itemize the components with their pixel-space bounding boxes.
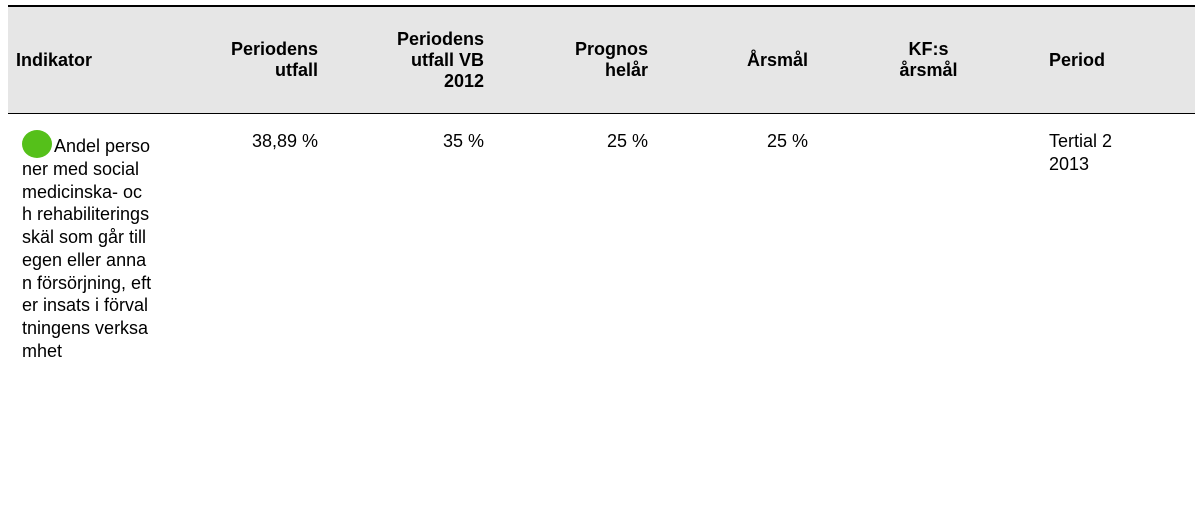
cell: 38,89 % (160, 114, 326, 363)
cell: 25 % (656, 114, 816, 363)
header-text: Periodens utfall (230, 39, 318, 80)
header-row: Indikator Periodens utfall Periodens utf… (8, 5, 1195, 114)
header-text: Indikator (16, 49, 93, 70)
header-cell: Årsmål (656, 5, 816, 114)
cell-text: 35 % (442, 131, 484, 151)
indicator-table: Indikator Periodens utfall Periodens utf… (8, 5, 1195, 362)
cell-text: Andel personer med socialmedicinska- och… (22, 136, 152, 361)
cell-text: 25 % (606, 131, 648, 151)
cell (816, 114, 1041, 363)
cell: 35 % (326, 114, 492, 363)
cell-text: 38,89 % (251, 131, 318, 151)
header-text: KF:s årsmål (899, 39, 958, 80)
status-dot (22, 130, 52, 158)
header-cell: Prognos helår (492, 5, 656, 114)
cell-text: 25 % (766, 131, 808, 151)
header-text: Period (1049, 49, 1106, 70)
header-cell: Period (1041, 5, 1195, 114)
indicator-cell: Andel personer med socialmedicinska- och… (8, 114, 160, 363)
cell: 25 % (492, 114, 656, 363)
header-cell: Periodens utfall (160, 5, 326, 114)
cell-text: Tertial 2 2013 (1049, 131, 1113, 174)
data-row: Andel personer med socialmedicinska- och… (8, 114, 1195, 363)
header-cell: KF:s årsmål (816, 5, 1041, 114)
header-text: Prognos helår (574, 39, 648, 80)
header-cell: Periodens utfall VB 2012 (326, 5, 492, 114)
header-text: Årsmål (746, 49, 808, 70)
cell: Tertial 2 2013 (1041, 114, 1195, 363)
header-cell: Indikator (8, 5, 160, 114)
header-text: Periodens utfall VB 2012 (396, 28, 484, 91)
